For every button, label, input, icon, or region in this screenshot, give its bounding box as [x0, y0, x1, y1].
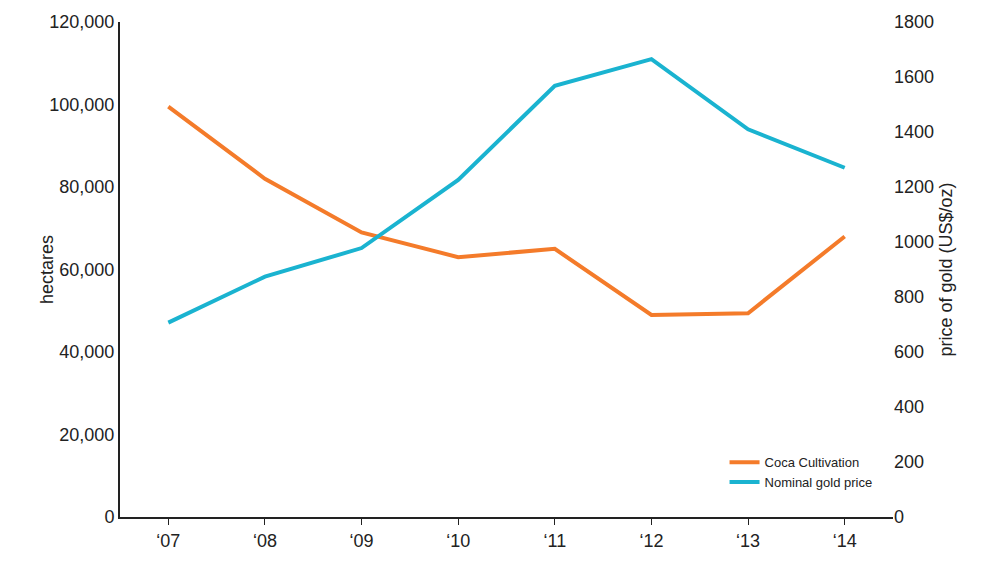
svg-text:600: 600: [894, 342, 924, 362]
svg-text:1600: 1600: [894, 67, 934, 87]
svg-text:0: 0: [894, 507, 904, 527]
svg-text:1400: 1400: [894, 122, 934, 142]
svg-text:20,000: 20,000: [59, 425, 114, 445]
svg-text:‘07: ‘07: [156, 531, 180, 551]
svg-text:120,000: 120,000: [49, 12, 114, 32]
svg-text:‘08: ‘08: [253, 531, 277, 551]
svg-text:100,000: 100,000: [49, 95, 114, 115]
svg-text:1000: 1000: [894, 232, 934, 252]
svg-text:400: 400: [894, 397, 924, 417]
svg-text:price of gold (US$/oz): price of gold (US$/oz): [936, 182, 956, 356]
svg-text:0: 0: [104, 507, 114, 527]
svg-text:‘10: ‘10: [446, 531, 470, 551]
svg-text:60,000: 60,000: [59, 260, 114, 280]
svg-text:‘14: ‘14: [833, 531, 857, 551]
svg-text:‘11: ‘11: [543, 531, 566, 551]
svg-text:Coca Cultivation: Coca Cultivation: [765, 455, 860, 470]
svg-text:‘13: ‘13: [736, 531, 760, 551]
svg-text:40,000: 40,000: [59, 342, 114, 362]
svg-text:1800: 1800: [894, 12, 934, 32]
svg-text:800: 800: [894, 287, 924, 307]
svg-text:‘09: ‘09: [350, 531, 374, 551]
svg-text:80,000: 80,000: [59, 177, 114, 197]
svg-text:‘12: ‘12: [639, 531, 663, 551]
svg-text:200: 200: [894, 452, 924, 472]
svg-text:hectares: hectares: [37, 235, 57, 304]
svg-text:Nominal gold price: Nominal gold price: [765, 475, 873, 490]
svg-text:1200: 1200: [894, 177, 934, 197]
